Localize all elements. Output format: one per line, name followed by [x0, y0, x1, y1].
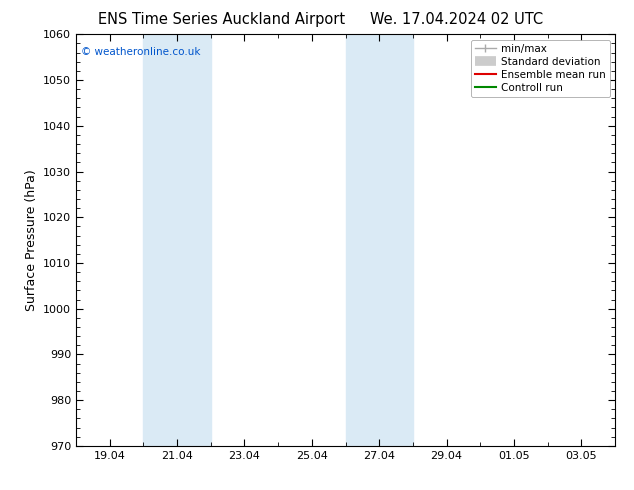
- Text: ENS Time Series Auckland Airport: ENS Time Series Auckland Airport: [98, 12, 346, 27]
- Legend: min/max, Standard deviation, Ensemble mean run, Controll run: min/max, Standard deviation, Ensemble me…: [470, 40, 610, 97]
- Text: We. 17.04.2024 02 UTC: We. 17.04.2024 02 UTC: [370, 12, 543, 27]
- Y-axis label: Surface Pressure (hPa): Surface Pressure (hPa): [25, 169, 37, 311]
- Text: © weatheronline.co.uk: © weatheronline.co.uk: [81, 47, 201, 57]
- Bar: [346, 34, 413, 446]
- Bar: [143, 34, 210, 446]
